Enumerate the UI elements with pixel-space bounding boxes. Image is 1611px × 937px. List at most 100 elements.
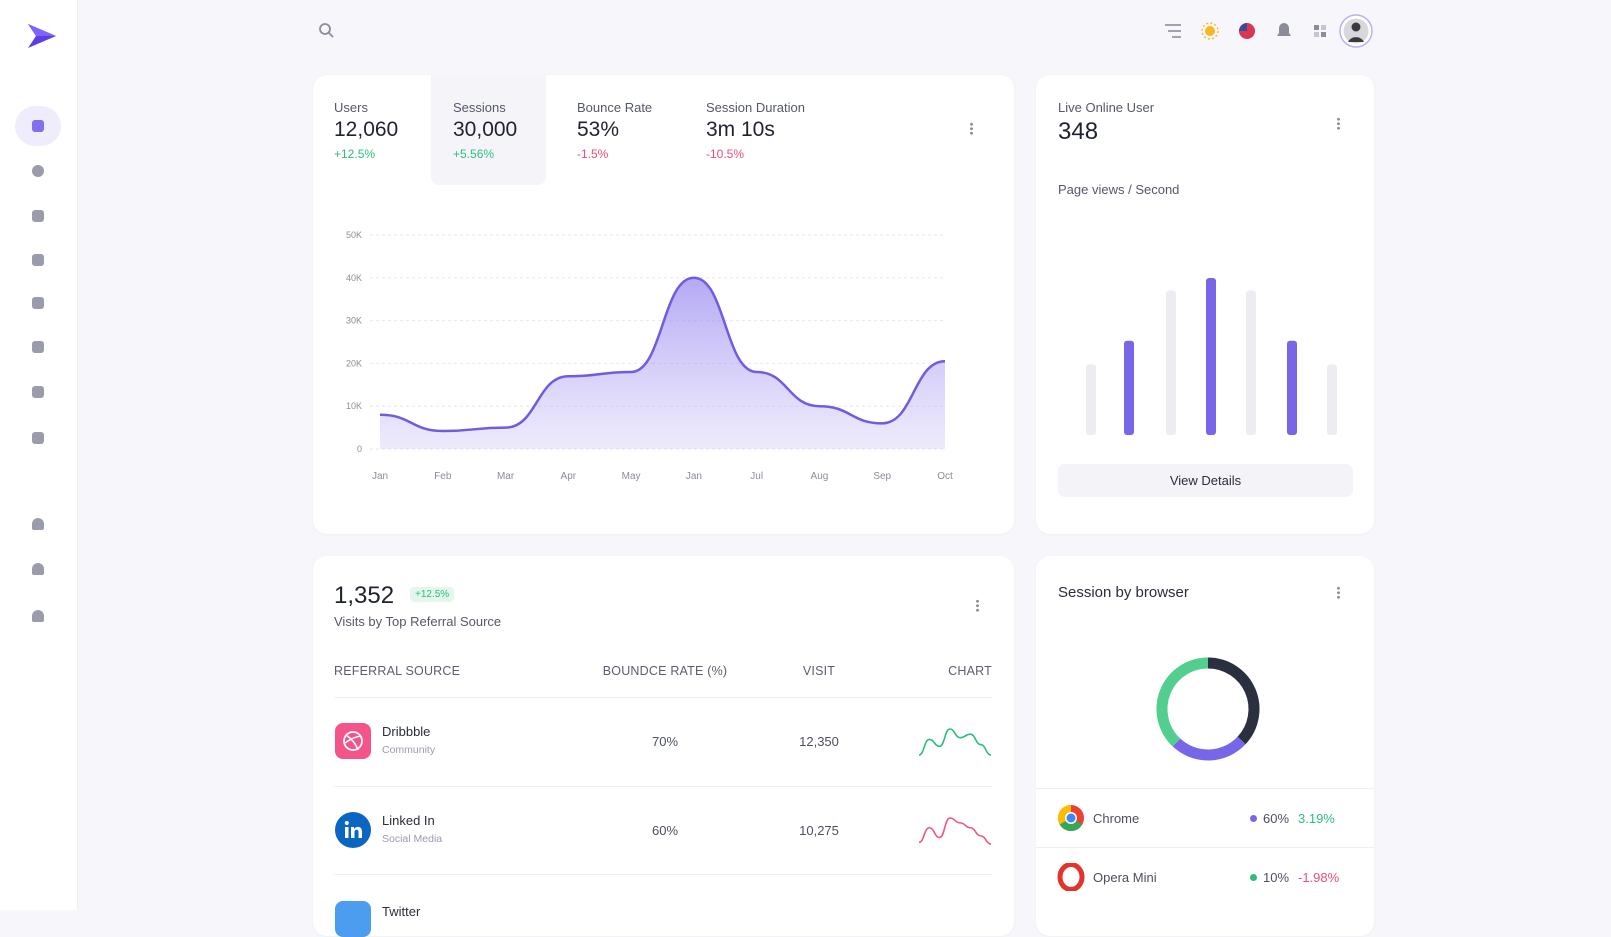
menu-button[interactable] [976,599,979,612]
bar [1206,278,1216,435]
bar [1327,364,1337,435]
card-title: Session by browser [1058,584,1189,601]
bar [1166,290,1176,435]
donut-segment [1156,657,1209,747]
x-tick-label: Aug [811,471,829,482]
live-card: Live Online User 348 Page views / Second… [1036,75,1374,534]
y-tick-label: 20K [346,358,362,368]
source-type: Social Media [382,833,443,845]
stat-value: 3m 10s [706,118,775,141]
y-tick-label: 50K [346,230,362,240]
nav-icon[interactable] [32,210,44,222]
browser-name: Opera Mini [1093,870,1157,885]
filter-icon[interactable] [1165,24,1181,38]
bar [1124,340,1134,435]
bounce-rate: 60% [651,823,679,838]
stat-change: +12.5% [334,147,376,161]
twitter-icon [335,901,371,937]
live-value: 348 [1058,118,1099,145]
y-tick-label: 0 [357,444,362,454]
source-name: Twitter [382,904,421,919]
linkedin-icon [335,812,371,848]
y-tick-label: 10K [346,401,362,411]
row-divider [1036,847,1374,848]
nav-icon[interactable] [32,563,44,575]
stat-change: -1.5% [577,147,609,161]
x-tick-label: Jul [750,471,763,482]
card-subtitle: Visits by Top Referral Source [334,614,502,629]
view-details-button[interactable]: View Details [1058,464,1353,497]
bar [1086,364,1096,435]
x-tick-label: Jan [686,471,702,482]
legend-dot [1250,874,1257,881]
menu-button[interactable] [1337,117,1340,130]
theme-icon[interactable] [1201,22,1219,40]
flag-icon[interactable] [1239,23,1255,39]
source-name: Dribbble [382,724,431,739]
column-header: CHART [948,664,992,678]
browser-change: 3.19% [1298,811,1335,826]
active-tab[interactable] [431,75,546,185]
chrome-icon [1057,804,1084,832]
browser-card: Session by browser Chrome 60% 3.19% Oper… [1036,556,1374,936]
browser-share: 10% [1263,870,1290,885]
menu-button[interactable] [970,122,973,135]
column-header-text: VISIT [802,664,836,678]
donut-segment [1172,736,1246,761]
x-tick-label: Mar [497,471,515,482]
nav-icon[interactable] [32,120,44,132]
stat-value: 30,000 [453,118,518,141]
bell-icon[interactable] [1277,23,1291,36]
pageviews-chart [1086,278,1337,435]
stat-label: Session Duration [706,100,805,115]
column-header-text: BOUNDCE RATE (%) [602,664,728,678]
row-divider [334,874,992,875]
x-tick-label: Oct [937,471,953,482]
nav-icon[interactable] [32,610,44,622]
stat-label: Bounce Rate [577,100,653,115]
stat-value: 53% [577,118,620,141]
stat-change: -10.5% [706,147,745,161]
x-tick-label: May [622,471,641,482]
x-tick-label: Jan [372,471,388,482]
menu-button[interactable] [1337,586,1340,599]
row-divider [1036,788,1374,789]
row-divider [334,697,992,698]
nav-icon[interactable] [32,518,44,530]
sessions-chart: 0 10K 20K 30K 40K 50K Jan Feb Mar Apr May Jan Jul Aug… [346,230,953,482]
apps-icon[interactable] [1314,25,1326,37]
card-subtitle: Page views / Second [1058,182,1180,197]
nav-icon[interactable] [32,341,44,353]
x-tick-label: Apr [561,471,577,482]
stat-value: 12,060 [334,118,399,141]
source-name: Linked In [382,813,435,828]
browser-share: 60% [1263,811,1290,826]
nav-icon[interactable] [32,432,44,444]
linkedin-glyph [344,821,362,838]
dashboard: Users 12,060 +12.5% Sessions 30,000 +5.5… [0,0,1374,937]
referral-badge: +12.5% [410,587,455,602]
sparkline [918,817,992,845]
search-icon[interactable] [318,22,336,40]
sparkline-path [918,817,992,845]
x-tick-label: Feb [434,471,452,482]
area-line [379,276,946,433]
x-tick-label: Sep [873,471,891,482]
browser-chart [1156,657,1260,761]
visits: 12,350 [799,734,839,749]
nav-icon[interactable] [32,254,44,266]
bar [1246,290,1256,435]
y-tick-label: 30K [346,316,362,326]
topbar-icons [1165,14,1373,48]
avatar[interactable] [1339,14,1373,48]
sparkline-path [918,728,992,756]
nav-icon[interactable] [32,386,44,398]
dribbble-icon [335,723,371,759]
sessions-card: Users 12,060 +12.5% Sessions 30,000 +5.5… [313,75,1014,534]
sidebar [0,0,78,910]
stat-label: Sessions [453,100,506,115]
opera-icon [1057,863,1085,891]
nav-icon[interactable] [32,165,44,177]
card-title: Live Online User [1058,100,1155,115]
nav-icon[interactable] [32,297,44,309]
